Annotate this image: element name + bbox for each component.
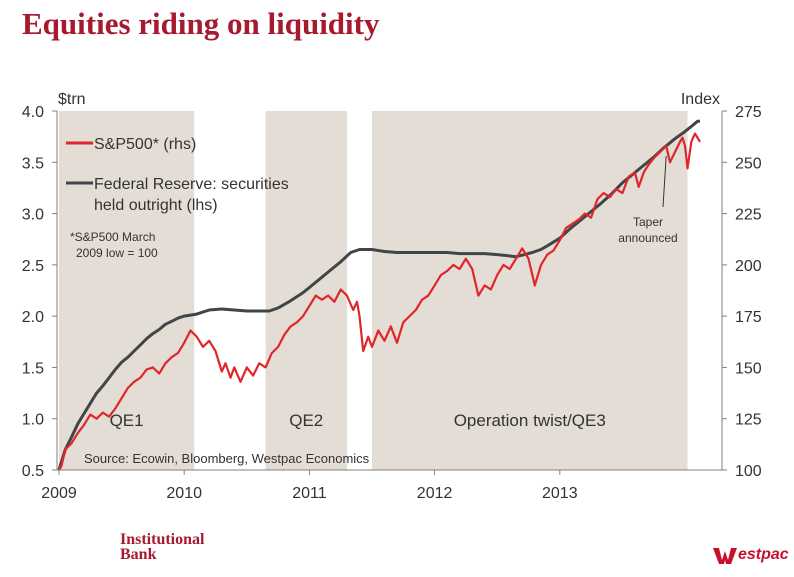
shade-label-operation-twist-qe3: Operation twist/QE3 xyxy=(454,411,606,430)
institutional-bank-wordmark: Institutional Bank xyxy=(120,531,205,563)
right-tick-label-275: 275 xyxy=(735,104,762,121)
plot-frame xyxy=(56,111,723,471)
x-tick-label-2013: 2013 xyxy=(542,485,578,502)
left-tick-label-4-0: 4.0 xyxy=(22,104,44,121)
legend-fed-label-line1: Federal Reserve: securities xyxy=(94,176,289,193)
westpac-logo: estpac xyxy=(713,545,789,569)
shade-qe1 xyxy=(59,111,195,470)
legend-sp500-label: S&P500* (rhs) xyxy=(94,136,196,153)
left-tick-label-2-0: 2.0 xyxy=(22,309,44,326)
right-tick-label-175: 175 xyxy=(735,309,762,326)
right-tick-label-150: 150 xyxy=(735,360,762,377)
sp500-line xyxy=(58,132,701,471)
legend: S&P500* (rhs) Federal Reserve: securitie… xyxy=(66,136,289,214)
x-tick-label-2011: 2011 xyxy=(292,485,327,502)
right-tick-label-250: 250 xyxy=(735,155,762,172)
westpac-logo-text: estpac xyxy=(738,546,789,563)
source-note: Source: Ecowin, Bloomberg, Westpac Econo… xyxy=(84,451,370,466)
taper-annotation: Taper announced xyxy=(618,155,678,245)
x-axis-ticks: 2009 2010 2011 2012 2013 xyxy=(41,470,578,502)
westpac-w-icon xyxy=(713,548,737,564)
series-layer xyxy=(57,119,701,471)
left-axis-ticks: 4.0 3.5 3.0 2.5 2.0 1.5 1.0 0.5 xyxy=(22,104,57,480)
base-note: *S&P500 March 2009 low = 100 xyxy=(70,230,158,260)
right-tick-label-225: 225 xyxy=(735,207,762,224)
shade-label-qe2: QE2 xyxy=(289,411,323,430)
left-tick-label-0-5: 0.5 xyxy=(22,463,44,480)
x-tick-label-2012: 2012 xyxy=(417,485,453,502)
base-note-line1: *S&P500 March xyxy=(70,230,155,244)
right-axis-ticks: 275 250 225 200 175 150 125 100 xyxy=(722,104,762,480)
x-tick-label-2010: 2010 xyxy=(166,485,202,502)
x-tick-label-2009: 2009 xyxy=(41,485,77,502)
left-tick-label-3-5: 3.5 xyxy=(22,155,44,172)
left-tick-label-1-0: 1.0 xyxy=(22,412,44,429)
right-tick-label-100: 100 xyxy=(735,463,762,480)
right-tick-label-125: 125 xyxy=(735,412,762,429)
page-title: Equities riding on liquidity xyxy=(22,6,380,41)
right-axis-label: Index xyxy=(681,91,720,108)
shaded-periods: QE1 QE2 Operation twist/QE3 xyxy=(59,111,688,470)
taper-label-line2: announced xyxy=(618,231,677,245)
taper-arrow xyxy=(662,155,667,208)
brand-line-2: Bank xyxy=(120,546,157,563)
left-tick-label-1-5: 1.5 xyxy=(22,360,44,377)
left-tick-label-3-0: 3.0 xyxy=(22,207,44,224)
fed-securities-line xyxy=(57,119,700,471)
base-note-line2: 2009 low = 100 xyxy=(76,246,158,260)
brand-line-1: Institutional xyxy=(120,531,205,548)
legend-fed-label-line2: held outright (lhs) xyxy=(94,197,218,214)
left-axis-label: $trn xyxy=(58,91,86,108)
shade-label-qe1: QE1 xyxy=(110,411,144,430)
taper-label-line1: Taper xyxy=(633,215,663,229)
left-tick-label-2-5: 2.5 xyxy=(22,258,44,275)
right-tick-label-200: 200 xyxy=(735,258,762,275)
